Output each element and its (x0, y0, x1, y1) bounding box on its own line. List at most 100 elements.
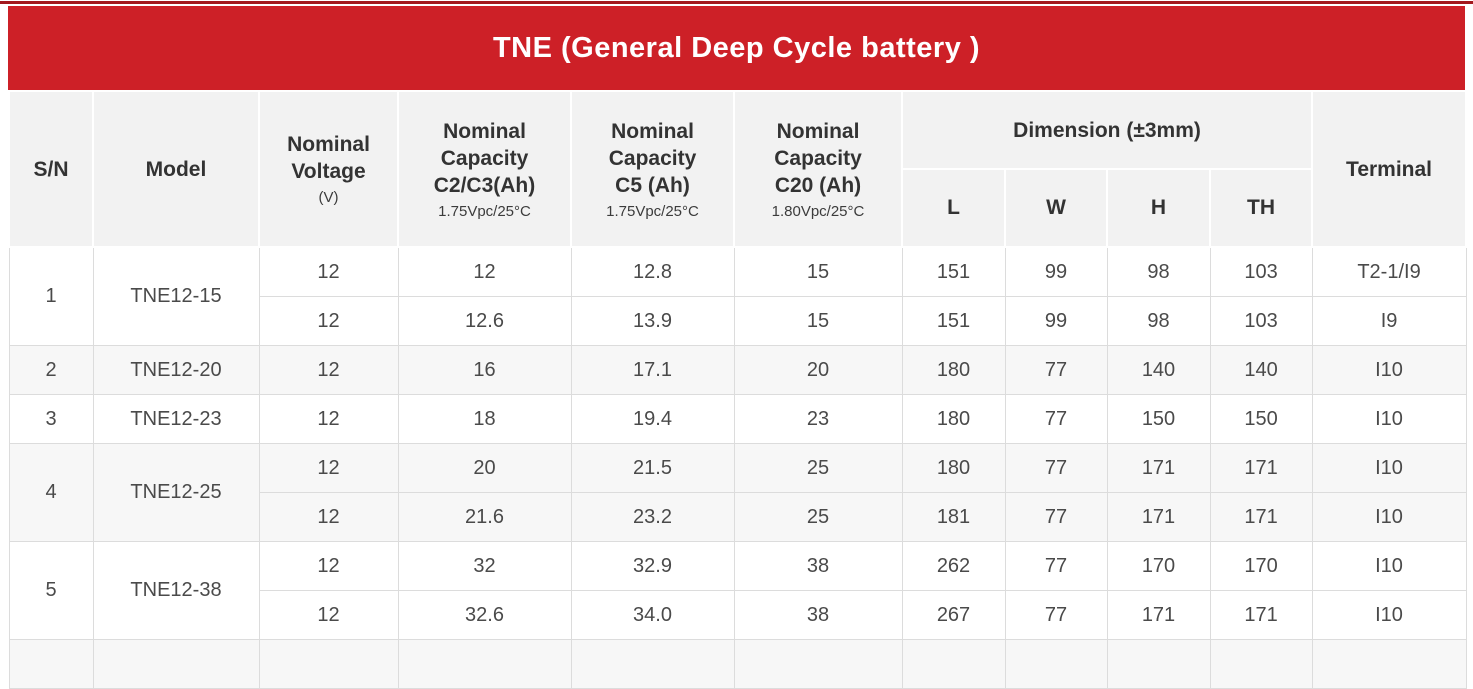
header-c5-condition: 1.75Vpc/25°C (606, 202, 699, 220)
cell-h: 140 (1106, 345, 1211, 395)
table-body: 1 TNE12-15 12 12 12.8 15 151 99 98 103 T… (8, 246, 1467, 689)
cell-l: 151 (901, 296, 1006, 346)
header-terminal-label: Terminal (1346, 157, 1433, 181)
cell-voltage: 12 (258, 345, 399, 395)
cell-sn: 3 (8, 394, 94, 444)
header-sn-label: S/N (33, 157, 69, 181)
header-c20-line1: Nominal (776, 119, 860, 143)
cell-c5: 32.9 (570, 541, 735, 591)
cell-c20: 15 (733, 296, 903, 346)
header-dimension-label: Dimension (±3mm) (1013, 118, 1201, 142)
cell-voltage: 12 (258, 492, 399, 542)
cell-model: TNE12-25 (92, 443, 260, 542)
cell-c5: 19.4 (570, 394, 735, 444)
cell-model: TNE12-23 (92, 394, 260, 444)
cell-c2c3: 20 (397, 443, 572, 493)
cell-c20: 15 (733, 246, 903, 297)
cell-terminal: I9 (1311, 296, 1467, 346)
cell-voltage (258, 639, 399, 689)
table-title-banner: TNE (General Deep Cycle battery ) (8, 6, 1465, 90)
cell-terminal: I10 (1311, 443, 1467, 493)
cell-c20: 38 (733, 541, 903, 591)
cell-w: 77 (1004, 394, 1108, 444)
cell-th: 103 (1209, 296, 1313, 346)
header-dim-w: W (1004, 168, 1108, 248)
cell-c20: 20 (733, 345, 903, 395)
cell-l: 180 (901, 345, 1006, 395)
cell-w (1004, 639, 1108, 689)
header-dim-l: L (901, 168, 1006, 248)
header-c2c3-line3: C2/C3(Ah) (433, 173, 536, 197)
header-c5-line3: C5 (Ah) (615, 173, 690, 197)
cell-sn: 2 (8, 345, 94, 395)
spec-row-partial (8, 639, 1467, 689)
cell-model: TNE12-20 (92, 345, 260, 395)
header-c2c3-condition: 1.75Vpc/25°C (438, 202, 531, 220)
cell-terminal (1311, 639, 1467, 689)
cell-c20 (733, 639, 903, 689)
cell-h: 98 (1106, 296, 1211, 346)
cell-voltage: 12 (258, 590, 399, 640)
cell-voltage: 12 (258, 296, 399, 346)
cell-terminal: I10 (1311, 590, 1467, 640)
cell-l: 180 (901, 443, 1006, 493)
cell-l: 180 (901, 394, 1006, 444)
cell-h: 98 (1106, 246, 1211, 297)
cell-w: 77 (1004, 590, 1108, 640)
cell-th: 170 (1209, 541, 1313, 591)
cell-c20: 25 (733, 492, 903, 542)
battery-spec-table: S/N Model Nominal Voltage (V) Nominal Ca… (8, 90, 1468, 689)
cell-voltage: 12 (258, 443, 399, 493)
cell-c5: 13.9 (570, 296, 735, 346)
cell-th: 171 (1209, 492, 1313, 542)
spec-row: 3 TNE12-23 12 18 19.4 23 180 77 150 150 … (8, 394, 1467, 444)
header-c2c3-line1: Nominal (443, 119, 526, 143)
spec-row: 12 32.6 34.0 38 267 77 171 171 I10 (9, 590, 1467, 640)
cell-c2c3: 12.6 (397, 296, 572, 346)
cell-terminal: I10 (1311, 394, 1467, 444)
header-model: Model (92, 90, 260, 248)
top-accent-line (0, 1, 1473, 4)
cell-c5: 21.5 (570, 443, 735, 493)
cell-h: 170 (1106, 541, 1211, 591)
cell-l: 262 (901, 541, 1006, 591)
cell-sn: 4 (8, 443, 94, 542)
cell-l: 181 (901, 492, 1006, 542)
cell-h: 171 (1106, 590, 1211, 640)
spec-row: 12 12.6 13.9 15 151 99 98 103 I9 (9, 296, 1467, 346)
header-c20-condition: 1.80Vpc/25°C (771, 202, 865, 220)
cell-w: 77 (1004, 492, 1108, 542)
cell-c2c3: 32 (397, 541, 572, 591)
cell-w: 77 (1004, 443, 1108, 493)
cell-l (901, 639, 1006, 689)
cell-w: 99 (1004, 296, 1108, 346)
header-terminal: Terminal (1311, 90, 1468, 248)
cell-th (1209, 639, 1313, 689)
cell-voltage: 12 (258, 541, 399, 591)
spec-row: 1 TNE12-15 12 12 12.8 15 151 99 98 103 T… (8, 246, 1467, 346)
cell-h: 150 (1106, 394, 1211, 444)
cell-c5: 12.8 (570, 246, 735, 297)
cell-c5 (570, 639, 735, 689)
cell-sn: 1 (8, 246, 94, 346)
cell-c20: 25 (733, 443, 903, 493)
cell-c5: 34.0 (570, 590, 735, 640)
cell-c5: 17.1 (570, 345, 735, 395)
cell-voltage: 12 (258, 394, 399, 444)
spec-sheet: TNE (General Deep Cycle battery ) S/N Mo… (8, 6, 1468, 689)
cell-sn (8, 639, 94, 689)
header-row-dimension-sub: L W H TH (9, 168, 1466, 248)
header-capacity-c5: Nominal Capacity C5 (Ah) 1.75Vpc/25°C (570, 90, 735, 248)
header-dimension-group: Dimension (±3mm) (900, 90, 1314, 170)
cell-l: 267 (901, 590, 1006, 640)
header-c5-line1: Nominal (611, 119, 694, 143)
spec-row: 12 21.6 23.2 25 181 77 171 171 I10 (9, 492, 1467, 542)
header-capacity-c20: Nominal Capacity C20 (Ah) 1.80Vpc/25°C (733, 90, 903, 248)
header-c20-line2: Capacity (774, 146, 862, 170)
header-row-top: S/N Model Nominal Voltage (V) Nominal Ca… (8, 90, 1468, 248)
cell-th: 171 (1209, 590, 1313, 640)
cell-c20: 38 (733, 590, 903, 640)
cell-w: 99 (1004, 246, 1108, 297)
cell-terminal: I10 (1311, 541, 1467, 591)
cell-terminal: I10 (1311, 492, 1467, 542)
